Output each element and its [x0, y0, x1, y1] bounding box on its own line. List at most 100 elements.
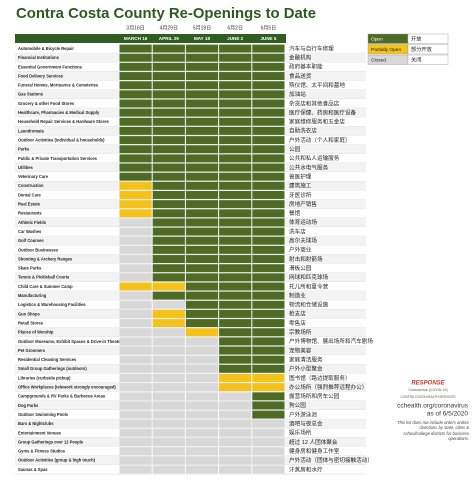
status-cell [152, 245, 185, 254]
status-cell [119, 337, 152, 346]
status-cell [185, 465, 219, 474]
status-cell [185, 53, 219, 62]
row-label: Pet Groomers [18, 348, 46, 353]
status-cell [252, 227, 285, 236]
status-cell [152, 154, 185, 163]
status-cell [152, 200, 185, 209]
status-cell [252, 337, 285, 346]
status-cell [119, 346, 152, 355]
status-cell [119, 191, 152, 199]
status-cell [152, 117, 185, 126]
status-cell [219, 273, 252, 282]
row-label: Gun Shops [18, 311, 41, 316]
row-label-zh: 狗公园 [289, 401, 306, 409]
row-label-zh: 兽医护理 [289, 172, 312, 180]
status-cell [219, 401, 252, 410]
row-label: Retail Stores [18, 320, 44, 325]
status-cell [252, 191, 285, 199]
status-cell [219, 126, 252, 135]
status-cell [252, 72, 285, 80]
status-cell [119, 319, 152, 328]
row-label-zh: 户外博物馆、展出场所和汽车剧场 [289, 337, 373, 345]
status-cell [252, 291, 285, 300]
row-label-zh: 户外活动（个人和家庭） [289, 136, 351, 144]
status-cell [185, 62, 219, 71]
status-cell [185, 309, 219, 318]
status-cell [185, 392, 219, 401]
row-label-zh: 加油站 [289, 90, 306, 98]
legend-label: Closed [371, 57, 386, 63]
row-label-zh: 自助洗衣店 [289, 127, 317, 135]
status-cell [119, 218, 152, 227]
row-label: Utilities [18, 165, 34, 170]
header-bar [15, 34, 286, 43]
status-cell [119, 172, 152, 181]
legend-label-zh: 部分开放 [411, 45, 433, 53]
status-cell [252, 126, 285, 135]
status-cell [219, 62, 252, 71]
status-cell [152, 328, 185, 337]
row-label: Automobile & Bicycle Repair [18, 46, 74, 51]
status-cell [119, 108, 152, 117]
status-cell [252, 236, 285, 245]
status-cell [252, 438, 285, 446]
legend-label: Open [371, 36, 383, 42]
row-label-zh: 家庭维修服务和五金店 [289, 118, 345, 126]
status-cell [185, 218, 219, 227]
status-cell [185, 90, 219, 99]
status-cell [119, 428, 152, 437]
row-label-zh: 物流和仓储设施 [289, 301, 329, 309]
status-cell [252, 282, 285, 291]
status-cell [152, 291, 185, 300]
status-cell [152, 209, 185, 218]
status-cell [119, 81, 152, 90]
status-cell [219, 392, 252, 401]
status-cell [119, 62, 152, 71]
row-label-zh: 金融机构 [289, 54, 312, 62]
status-cell [252, 99, 285, 108]
column-label: JUNE 5 [260, 36, 277, 41]
row-label-zh: 户外商业 [289, 246, 312, 254]
status-cell [252, 163, 285, 172]
status-cell [185, 181, 219, 190]
row-label-zh: 家庭清洁服务 [289, 355, 323, 363]
status-cell [185, 108, 219, 117]
status-cell [185, 291, 219, 300]
status-cell [152, 181, 185, 190]
status-cell [152, 136, 185, 145]
status-cell [219, 145, 252, 154]
status-cell [219, 44, 252, 53]
status-cell [185, 154, 219, 163]
row-label: Construction [18, 183, 44, 188]
status-cell [152, 90, 185, 99]
status-cell [119, 392, 152, 401]
status-cell [152, 264, 185, 273]
status-cell [219, 383, 252, 392]
status-cell [119, 447, 152, 456]
status-cell [219, 456, 252, 465]
row-label-zh: 医疗保健、药房和医疗设备 [289, 108, 357, 116]
row-label-zh: 公共和私人运输服务 [289, 154, 340, 162]
status-cell [152, 419, 185, 428]
row-label: Child Care & Summer Camp [18, 284, 73, 289]
row-label-zh: 露营场所和房车公园 [289, 392, 340, 400]
row-label-zh: 宠物美容 [289, 346, 312, 354]
status-cell [119, 282, 152, 291]
status-cell [252, 319, 285, 328]
status-cell [152, 72, 185, 80]
status-cell [185, 245, 219, 254]
status-cell [152, 255, 185, 263]
status-cell [252, 273, 285, 282]
status-cell [252, 410, 285, 419]
row-label: Laundromats [18, 128, 45, 133]
status-cell [185, 300, 219, 309]
row-label: Tennis & Pickleball Courts [18, 275, 70, 280]
row-label: Skate Parks [18, 266, 42, 271]
status-cell [185, 255, 219, 263]
row-label: Athletic Fields [18, 220, 47, 225]
legend-label: Partially Open [371, 47, 401, 53]
row-label: Funeral Homes, Mortuaries & Cemeteries [18, 83, 99, 88]
row-label: Entertainment Venues [18, 430, 62, 435]
status-cell [119, 245, 152, 254]
